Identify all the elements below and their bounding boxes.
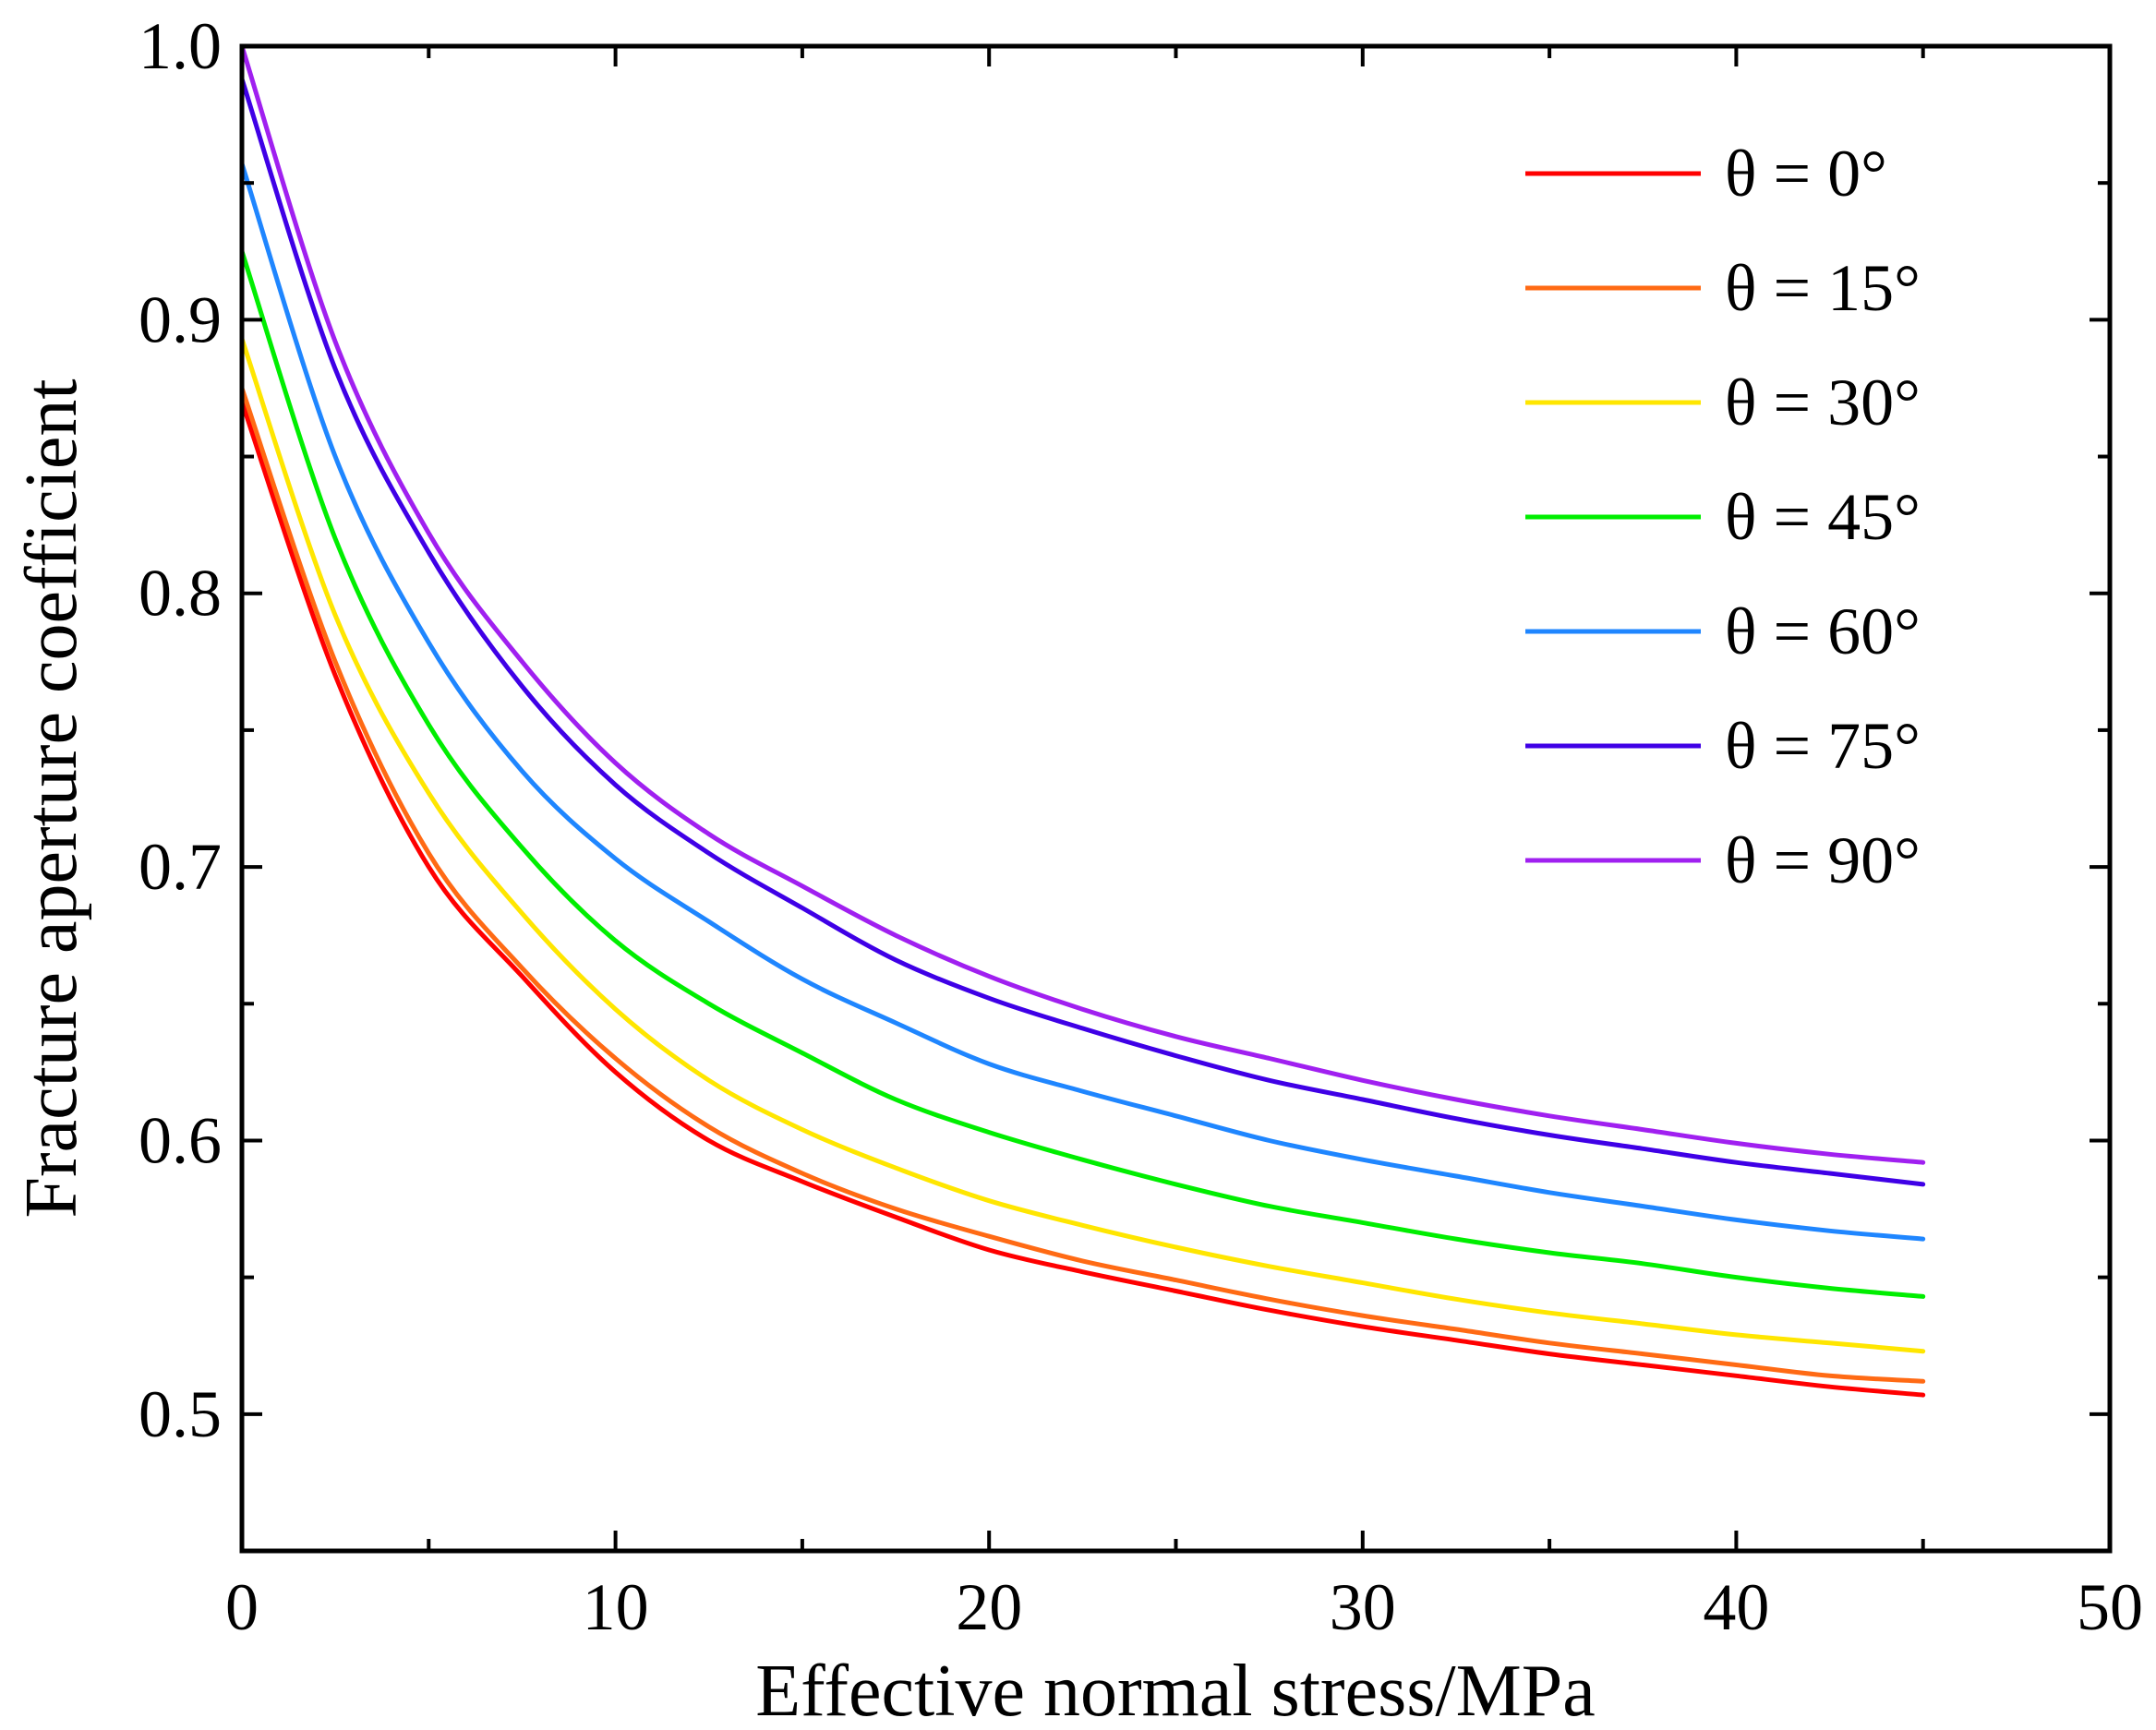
y-axis-title: Fracture aperture coefficient bbox=[11, 378, 92, 1218]
series-line-4 bbox=[239, 161, 1926, 1242]
legend-label-4: θ = 60° bbox=[1725, 595, 1921, 668]
series-line-3 bbox=[239, 248, 1926, 1299]
series-line-5 bbox=[239, 77, 1926, 1187]
x-tick-label: 10 bbox=[583, 1570, 649, 1644]
legend-label-5: θ = 75° bbox=[1725, 709, 1921, 783]
series-line-2 bbox=[239, 336, 1926, 1354]
x-tick-label: 0 bbox=[225, 1570, 259, 1644]
x-tick-label: 50 bbox=[2077, 1570, 2143, 1644]
legend-label-6: θ = 90° bbox=[1725, 823, 1921, 897]
series-layer bbox=[239, 43, 1926, 1398]
legend-label-2: θ = 30° bbox=[1725, 366, 1921, 439]
y-tick-label: 0.7 bbox=[139, 830, 222, 904]
x-tick-label: 20 bbox=[956, 1570, 1022, 1644]
ticks-layer: 0 10 20 30 40 50 0.5 0.6 0.7 0.8 0.9 1.0 bbox=[139, 9, 2143, 1644]
y-tick-label: 0.9 bbox=[139, 282, 222, 356]
y-tick-label: 1.0 bbox=[139, 9, 222, 83]
legend-label-1: θ = 15° bbox=[1725, 251, 1921, 325]
y-tick-label: 0.5 bbox=[139, 1377, 222, 1451]
x-tick-label: 40 bbox=[1703, 1570, 1769, 1644]
legend: θ = 0° θ = 15° θ = 30° θ = 45° θ = 60° θ = 75… bbox=[1525, 137, 1921, 897]
legend-label-3: θ = 45° bbox=[1725, 480, 1921, 554]
y-tick-label: 0.6 bbox=[139, 1103, 222, 1177]
series-line-6 bbox=[239, 43, 1926, 1165]
series-line-1 bbox=[239, 386, 1926, 1384]
series-line-0 bbox=[239, 399, 1926, 1398]
x-axis-title: Effective normal stress/MPa bbox=[755, 1651, 1595, 1730]
x-tick-label: 30 bbox=[1330, 1570, 1396, 1644]
y-tick-label: 0.8 bbox=[139, 557, 222, 631]
legend-label-0: θ = 0° bbox=[1725, 137, 1887, 210]
